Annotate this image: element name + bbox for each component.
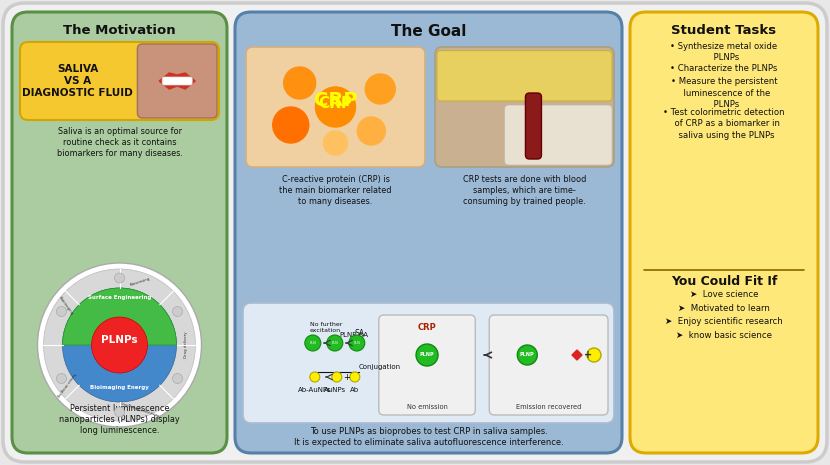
- Text: +: +: [344, 372, 350, 381]
- Circle shape: [587, 348, 601, 362]
- Text: Bioimaging Energy: Bioimaging Energy: [90, 385, 149, 390]
- FancyBboxPatch shape: [243, 303, 614, 423]
- Text: Drug delivery: Drug delivery: [183, 332, 188, 358]
- FancyBboxPatch shape: [20, 42, 219, 120]
- Text: Ab: Ab: [350, 387, 359, 393]
- Circle shape: [115, 273, 124, 283]
- FancyBboxPatch shape: [630, 12, 818, 453]
- FancyBboxPatch shape: [435, 47, 614, 167]
- Text: SALIVA
VS A
DIAGNOSTIC FLUID: SALIVA VS A DIAGNOSTIC FLUID: [22, 64, 133, 99]
- FancyBboxPatch shape: [12, 12, 227, 453]
- Text: Saliva is an optimal source for
routine check as it contains
biomarkers for many: Saliva is an optimal source for routine …: [56, 127, 183, 158]
- Circle shape: [305, 335, 321, 351]
- Circle shape: [332, 372, 342, 382]
- Text: C-reactive protein (CRP) is
the main biomarker related
to many diseases.: C-reactive protein (CRP) is the main bio…: [279, 175, 392, 206]
- Text: • Synthesize metal oxide
  PLNPs: • Synthesize metal oxide PLNPs: [671, 42, 778, 62]
- Circle shape: [349, 372, 360, 382]
- Text: ➤  Motivated to learn: ➤ Motivated to learn: [678, 304, 770, 312]
- Text: CRP tests are done with blood
samples, which are time-
consuming by trained peop: CRP tests are done with blood samples, w…: [463, 175, 586, 206]
- Text: Persistent luminescence
nanoparticles (PLNPs) display
long luminescence.: Persistent luminescence nanoparticles (P…: [59, 404, 180, 435]
- Text: The Goal: The Goal: [391, 24, 466, 39]
- Text: Tumor imaging: Tumor imaging: [56, 371, 76, 397]
- Circle shape: [37, 263, 202, 427]
- Text: ➤  know basic science: ➤ know basic science: [676, 331, 772, 339]
- Text: CRP: CRP: [417, 323, 437, 332]
- Text: The Motivation: The Motivation: [63, 24, 176, 37]
- FancyBboxPatch shape: [378, 315, 476, 415]
- Text: You Could Fit If: You Could Fit If: [671, 275, 777, 288]
- FancyBboxPatch shape: [235, 12, 622, 453]
- Circle shape: [284, 67, 315, 99]
- Circle shape: [365, 74, 395, 104]
- Text: AuNPs: AuNPs: [324, 387, 346, 393]
- Circle shape: [56, 306, 66, 317]
- Text: To use PLNPs as bioprobes to test CRP in saliva samples.
It is expected to elimi: To use PLNPs as bioprobes to test CRP in…: [294, 427, 564, 447]
- Text: ➤  Love science: ➤ Love science: [690, 290, 759, 299]
- Circle shape: [357, 117, 385, 145]
- FancyBboxPatch shape: [162, 77, 193, 85]
- Circle shape: [310, 372, 320, 382]
- Text: No further
excitation: No further excitation: [310, 322, 342, 333]
- Text: CRP: CRP: [319, 96, 353, 111]
- Circle shape: [327, 335, 343, 351]
- FancyBboxPatch shape: [525, 93, 541, 159]
- Text: PLN: PLN: [354, 341, 360, 345]
- Text: CRP: CRP: [314, 92, 357, 111]
- Polygon shape: [159, 73, 195, 89]
- Text: Bioimaging: Bioimaging: [58, 296, 74, 316]
- Text: • Test colorimetric detection
  of CRP as a biomarker in
  saliva using the PLNP: • Test colorimetric detection of CRP as …: [663, 108, 784, 140]
- Text: SA: SA: [354, 329, 365, 338]
- Circle shape: [91, 317, 148, 373]
- FancyBboxPatch shape: [505, 105, 612, 165]
- Text: • Measure the persistent
  luminescence of the
  PLNPs: • Measure the persistent luminescence of…: [671, 78, 778, 109]
- Circle shape: [115, 407, 124, 417]
- FancyBboxPatch shape: [246, 47, 425, 167]
- Circle shape: [324, 131, 348, 155]
- Circle shape: [173, 306, 183, 317]
- FancyBboxPatch shape: [138, 44, 217, 118]
- Circle shape: [173, 373, 183, 384]
- Text: • Characterize the PLNPs: • Characterize the PLNPs: [671, 64, 778, 73]
- Text: ➤  Enjoy scientific research: ➤ Enjoy scientific research: [665, 317, 783, 326]
- Circle shape: [416, 344, 438, 366]
- Text: PLN: PLN: [331, 341, 338, 345]
- Circle shape: [349, 335, 365, 351]
- Text: Conjugation: Conjugation: [359, 364, 401, 370]
- Text: PLNP: PLNP: [520, 352, 535, 358]
- Circle shape: [56, 373, 66, 384]
- Circle shape: [273, 107, 309, 143]
- Text: No emission: No emission: [407, 404, 447, 410]
- Text: PLNP-SA: PLNP-SA: [339, 332, 369, 338]
- Text: PLNPs: PLNPs: [101, 335, 138, 345]
- Text: Ab-AuNPs: Ab-AuNPs: [298, 387, 332, 393]
- Circle shape: [315, 87, 355, 127]
- Polygon shape: [572, 350, 582, 360]
- FancyBboxPatch shape: [3, 3, 827, 462]
- Text: +: +: [584, 350, 592, 360]
- Circle shape: [43, 269, 196, 421]
- Text: PLN: PLN: [310, 341, 316, 345]
- Text: PLNP: PLNP: [420, 352, 434, 358]
- FancyBboxPatch shape: [489, 315, 608, 415]
- Text: Student Tasks: Student Tasks: [671, 24, 777, 37]
- Wedge shape: [62, 288, 177, 345]
- Text: Emission recovered: Emission recovered: [516, 404, 581, 410]
- Text: Biosensing: Biosensing: [129, 277, 150, 287]
- Text: Surface Engineering: Surface Engineering: [88, 294, 151, 299]
- FancyBboxPatch shape: [437, 51, 612, 101]
- Text: Persistent phosphors: Persistent phosphors: [120, 399, 160, 416]
- Circle shape: [517, 345, 537, 365]
- Circle shape: [62, 288, 177, 402]
